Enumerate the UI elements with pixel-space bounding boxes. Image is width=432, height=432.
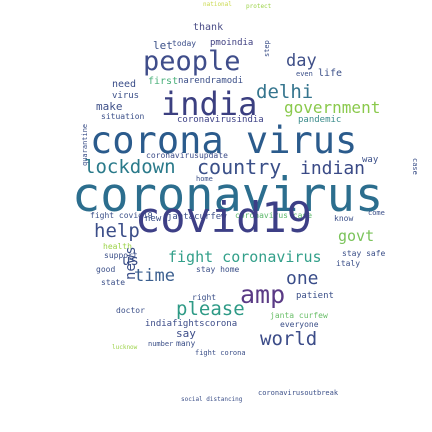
word-lockdown: lockdown [84,156,176,178]
word-life: life [318,68,343,79]
word-know: know [334,214,354,223]
word-first: first [148,76,179,87]
word-please: time [134,266,175,286]
word-fight-corona: fight corona [195,349,246,357]
word-social-distancing: case [411,158,419,175]
word-many: many [176,339,196,348]
word-indiafightscorona: indiafightscorona [145,319,238,329]
word-let: let [153,39,173,52]
word-need: need [112,79,137,90]
word-delhi: delhi [256,81,314,103]
word-coronavirusupdate: coronavirusupdate [146,151,228,160]
word-step: step [263,40,271,57]
word-news: news [123,246,139,280]
word-say: say [176,327,196,340]
word-new: new [145,214,162,224]
word-india: india [161,85,258,123]
word-thank: thank [193,22,224,33]
word-italy: italy [336,259,361,268]
word-pmoindia: pmoindia [210,38,254,48]
word-people: people [143,46,241,77]
word-narendramodi: narendramodi [178,76,244,86]
word-virus: virus [112,91,140,101]
word-everyone: everyone [280,320,319,329]
word-patient: patient [296,291,334,301]
word-pandemic: pandemic [298,115,342,125]
word-coronavirusindia: coronavirusindia [177,115,264,125]
word-home: home [196,175,213,183]
word-support: support [104,251,138,260]
word-protect: lucknow [112,344,138,351]
word-amp: amp [240,280,286,309]
word-doctor: doctor [116,306,145,315]
word-way: way [362,155,379,165]
word-number: number [148,340,174,348]
word-coronavirus: coronavirus [72,168,384,223]
word-one: one [286,268,319,289]
word-covid19: covid19 [135,193,313,242]
word-jantacurfew: jantacurfew [167,212,227,222]
word-make: make [96,100,123,113]
word-coronavirus-case: coronavirus case [235,211,313,220]
word-state: state [101,278,126,287]
word-situation: situation [101,112,145,121]
word-country: country [197,155,282,179]
word-good: good [96,265,116,274]
word-health: health [103,242,132,251]
word-time: please [176,298,245,320]
word-us: us [122,253,139,269]
word-fight-coronavirus: fight coronavirus [168,248,322,266]
word-coronavirusoutbreak: social distancing [181,396,243,403]
word-national: protect [246,3,272,10]
word-come: come [368,209,385,217]
word-quarantine: quarantine [81,123,89,166]
word-today: today [172,39,197,48]
word-help: help [94,220,140,242]
word-govt: govt [338,227,375,245]
word-stay-home: stay home [196,265,240,274]
word-right: right [192,293,217,302]
word-indian: indian [300,158,366,179]
word-want: national [203,1,232,8]
word-lucknow: coronavirusoutbreak [258,389,339,397]
word-world: world [260,328,318,350]
word-stay-safe: stay safe [342,249,386,258]
word-even: even [296,70,313,78]
word-day: day [286,51,317,71]
word-government: government [284,98,381,117]
word-corona-virus: corona virus [90,119,358,162]
word-fight-covid19: fight covid19 [90,211,153,220]
word-janta-curfew: janta curfew [270,311,328,320]
